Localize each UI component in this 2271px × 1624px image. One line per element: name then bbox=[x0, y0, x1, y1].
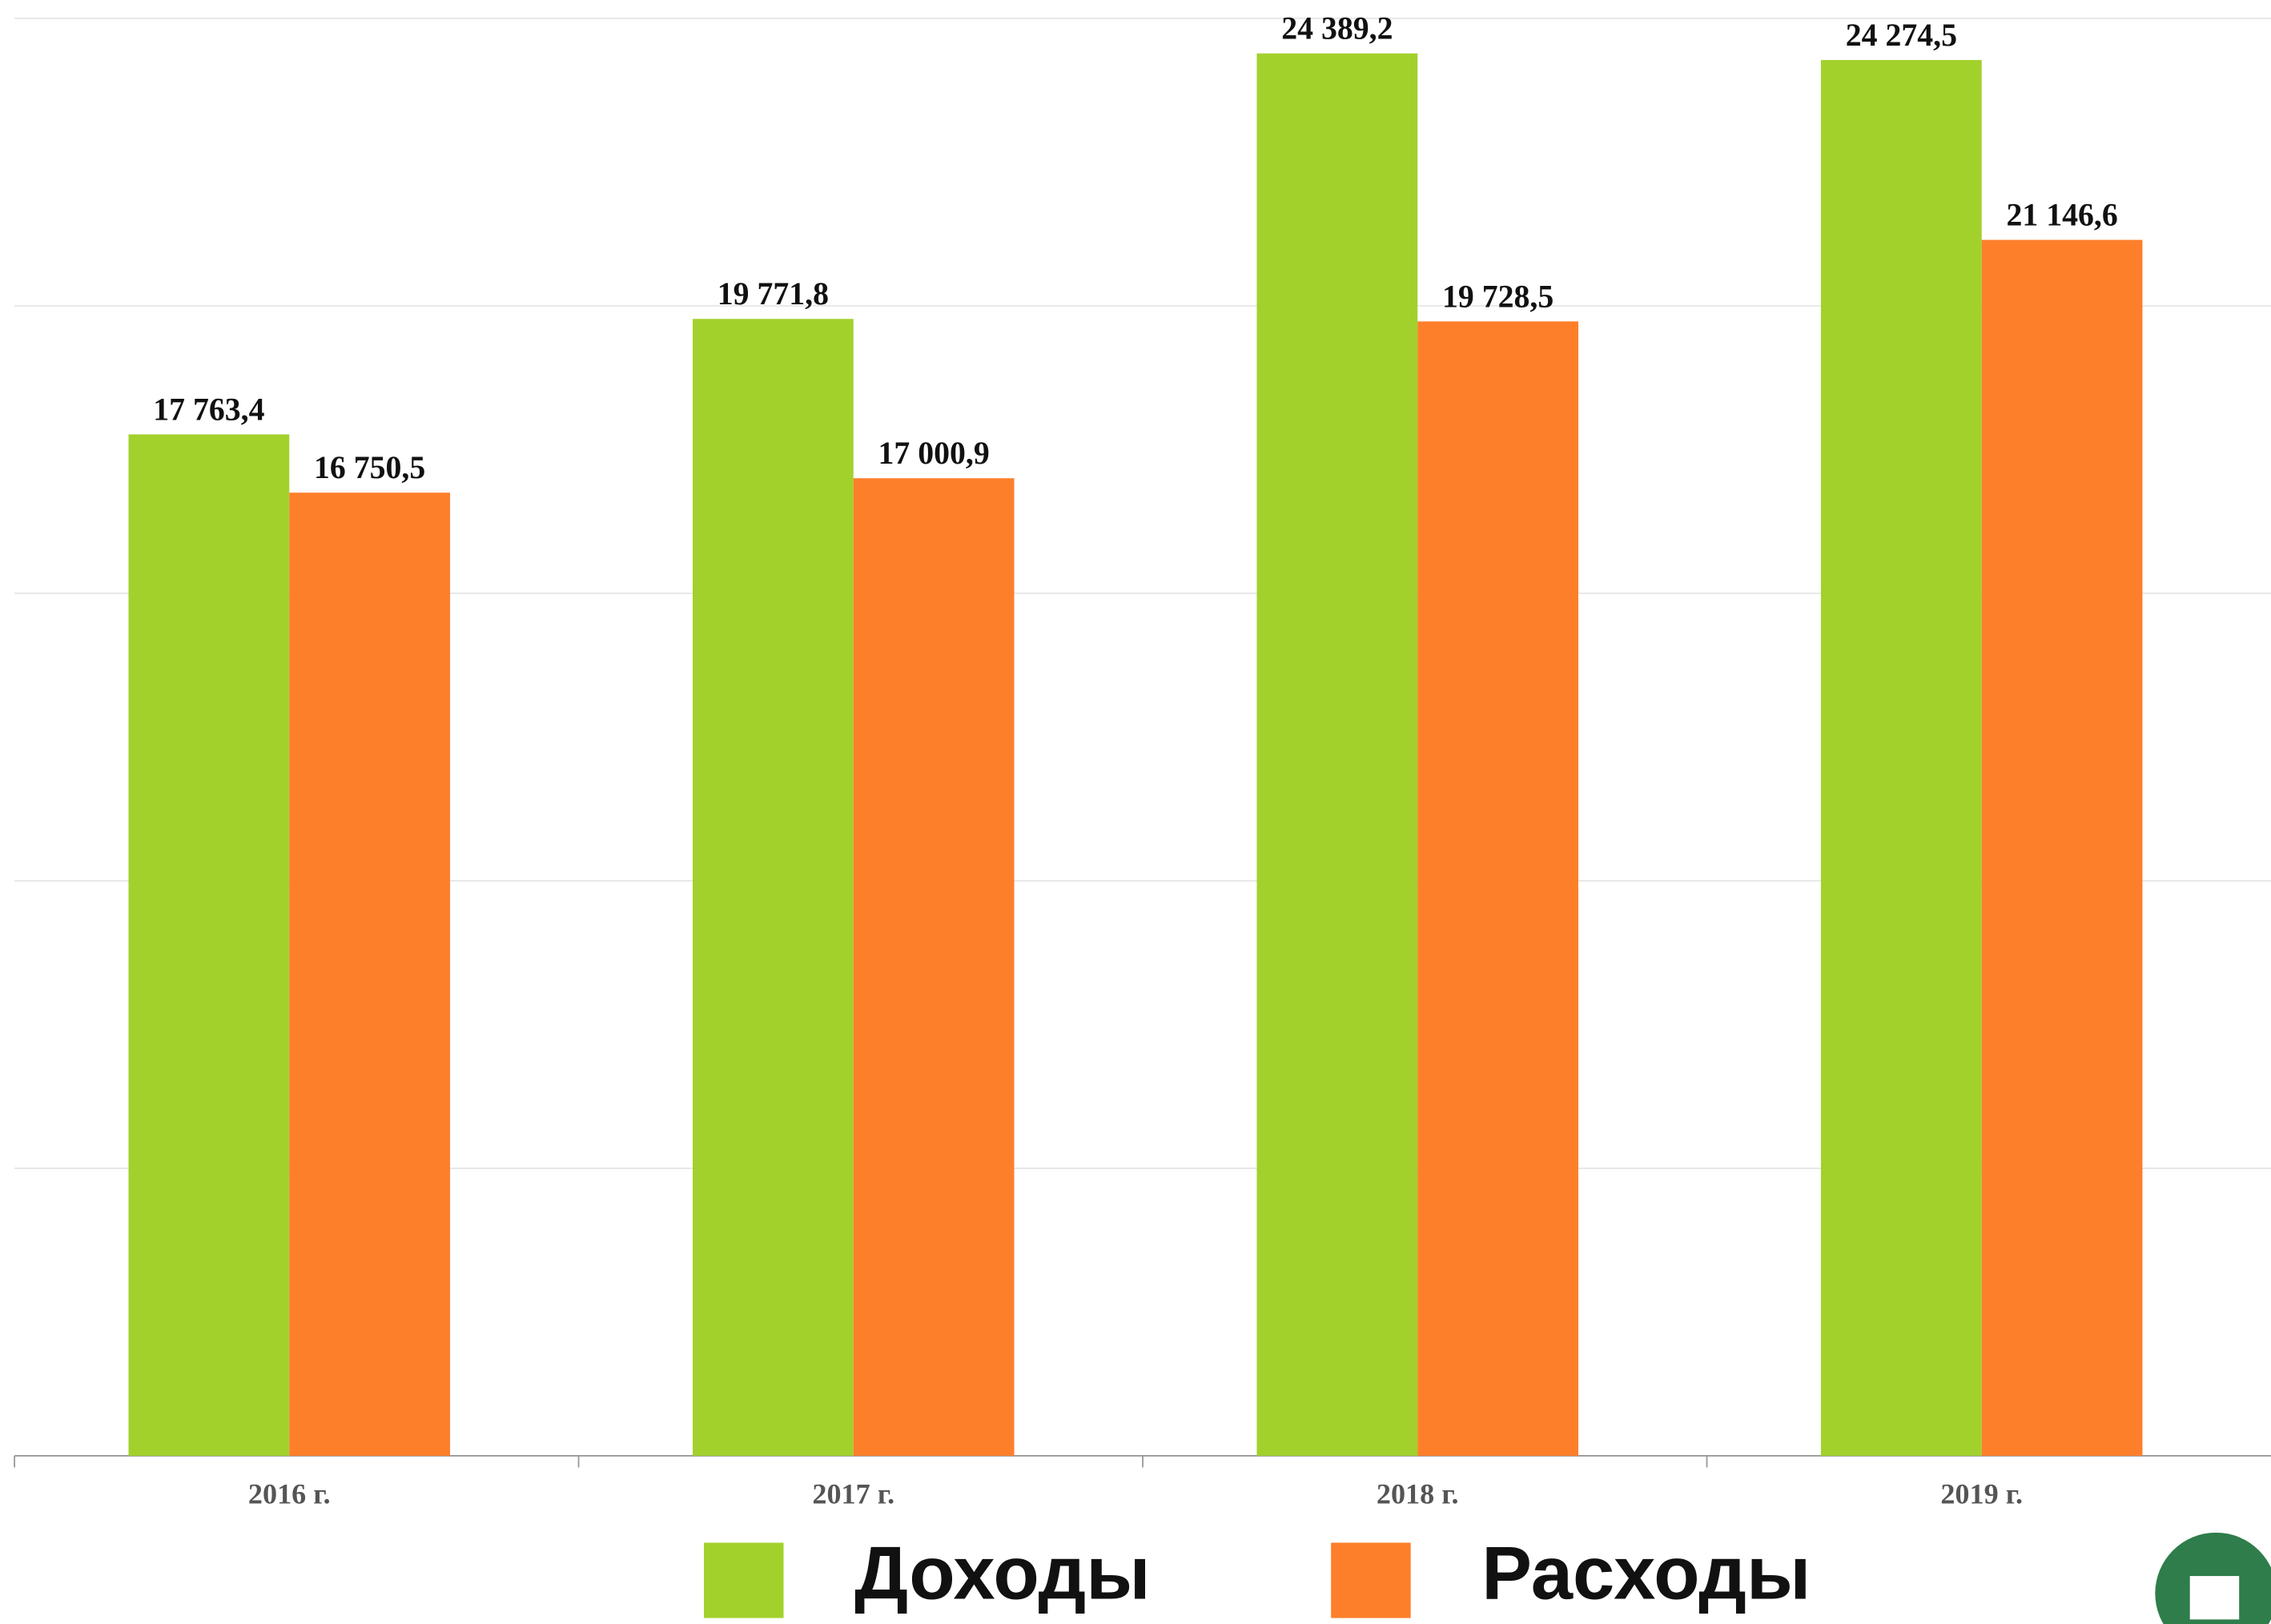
bar bbox=[1981, 239, 2143, 1456]
bar bbox=[1820, 59, 1982, 1456]
legend-label: Доходы bbox=[854, 1531, 1150, 1615]
excel-icon[interactable] bbox=[2155, 1532, 2271, 1624]
data-label: 17 763,4 bbox=[153, 392, 264, 427]
data-label: 24 389,2 bbox=[1281, 11, 1393, 46]
data-label: 19 771,8 bbox=[717, 276, 829, 312]
excel-icon-sheet[interactable] bbox=[2189, 1576, 2240, 1620]
x-tick-label: 2016 г. bbox=[248, 1478, 331, 1510]
bar bbox=[1417, 321, 1579, 1456]
bar bbox=[853, 478, 1015, 1456]
x-tick-label: 2019 г. bbox=[1940, 1478, 2023, 1510]
data-label: 21 146,6 bbox=[2006, 197, 2117, 232]
bar bbox=[692, 319, 854, 1456]
legend-label: Расходы bbox=[1481, 1531, 1811, 1615]
bar bbox=[128, 434, 290, 1456]
data-label: 19 728,5 bbox=[1442, 279, 1554, 314]
x-tick-label: 2017 г. bbox=[812, 1478, 894, 1510]
data-label: 16 750,5 bbox=[314, 450, 425, 485]
data-label: 17 000,9 bbox=[878, 436, 990, 471]
legend-swatch bbox=[704, 1542, 784, 1618]
data-label: 24 274,5 bbox=[1846, 18, 1957, 53]
x-tick-label: 2018 г. bbox=[1377, 1478, 1459, 1510]
bar bbox=[1256, 53, 1418, 1456]
legend-swatch bbox=[1331, 1542, 1411, 1618]
bar bbox=[289, 492, 451, 1456]
